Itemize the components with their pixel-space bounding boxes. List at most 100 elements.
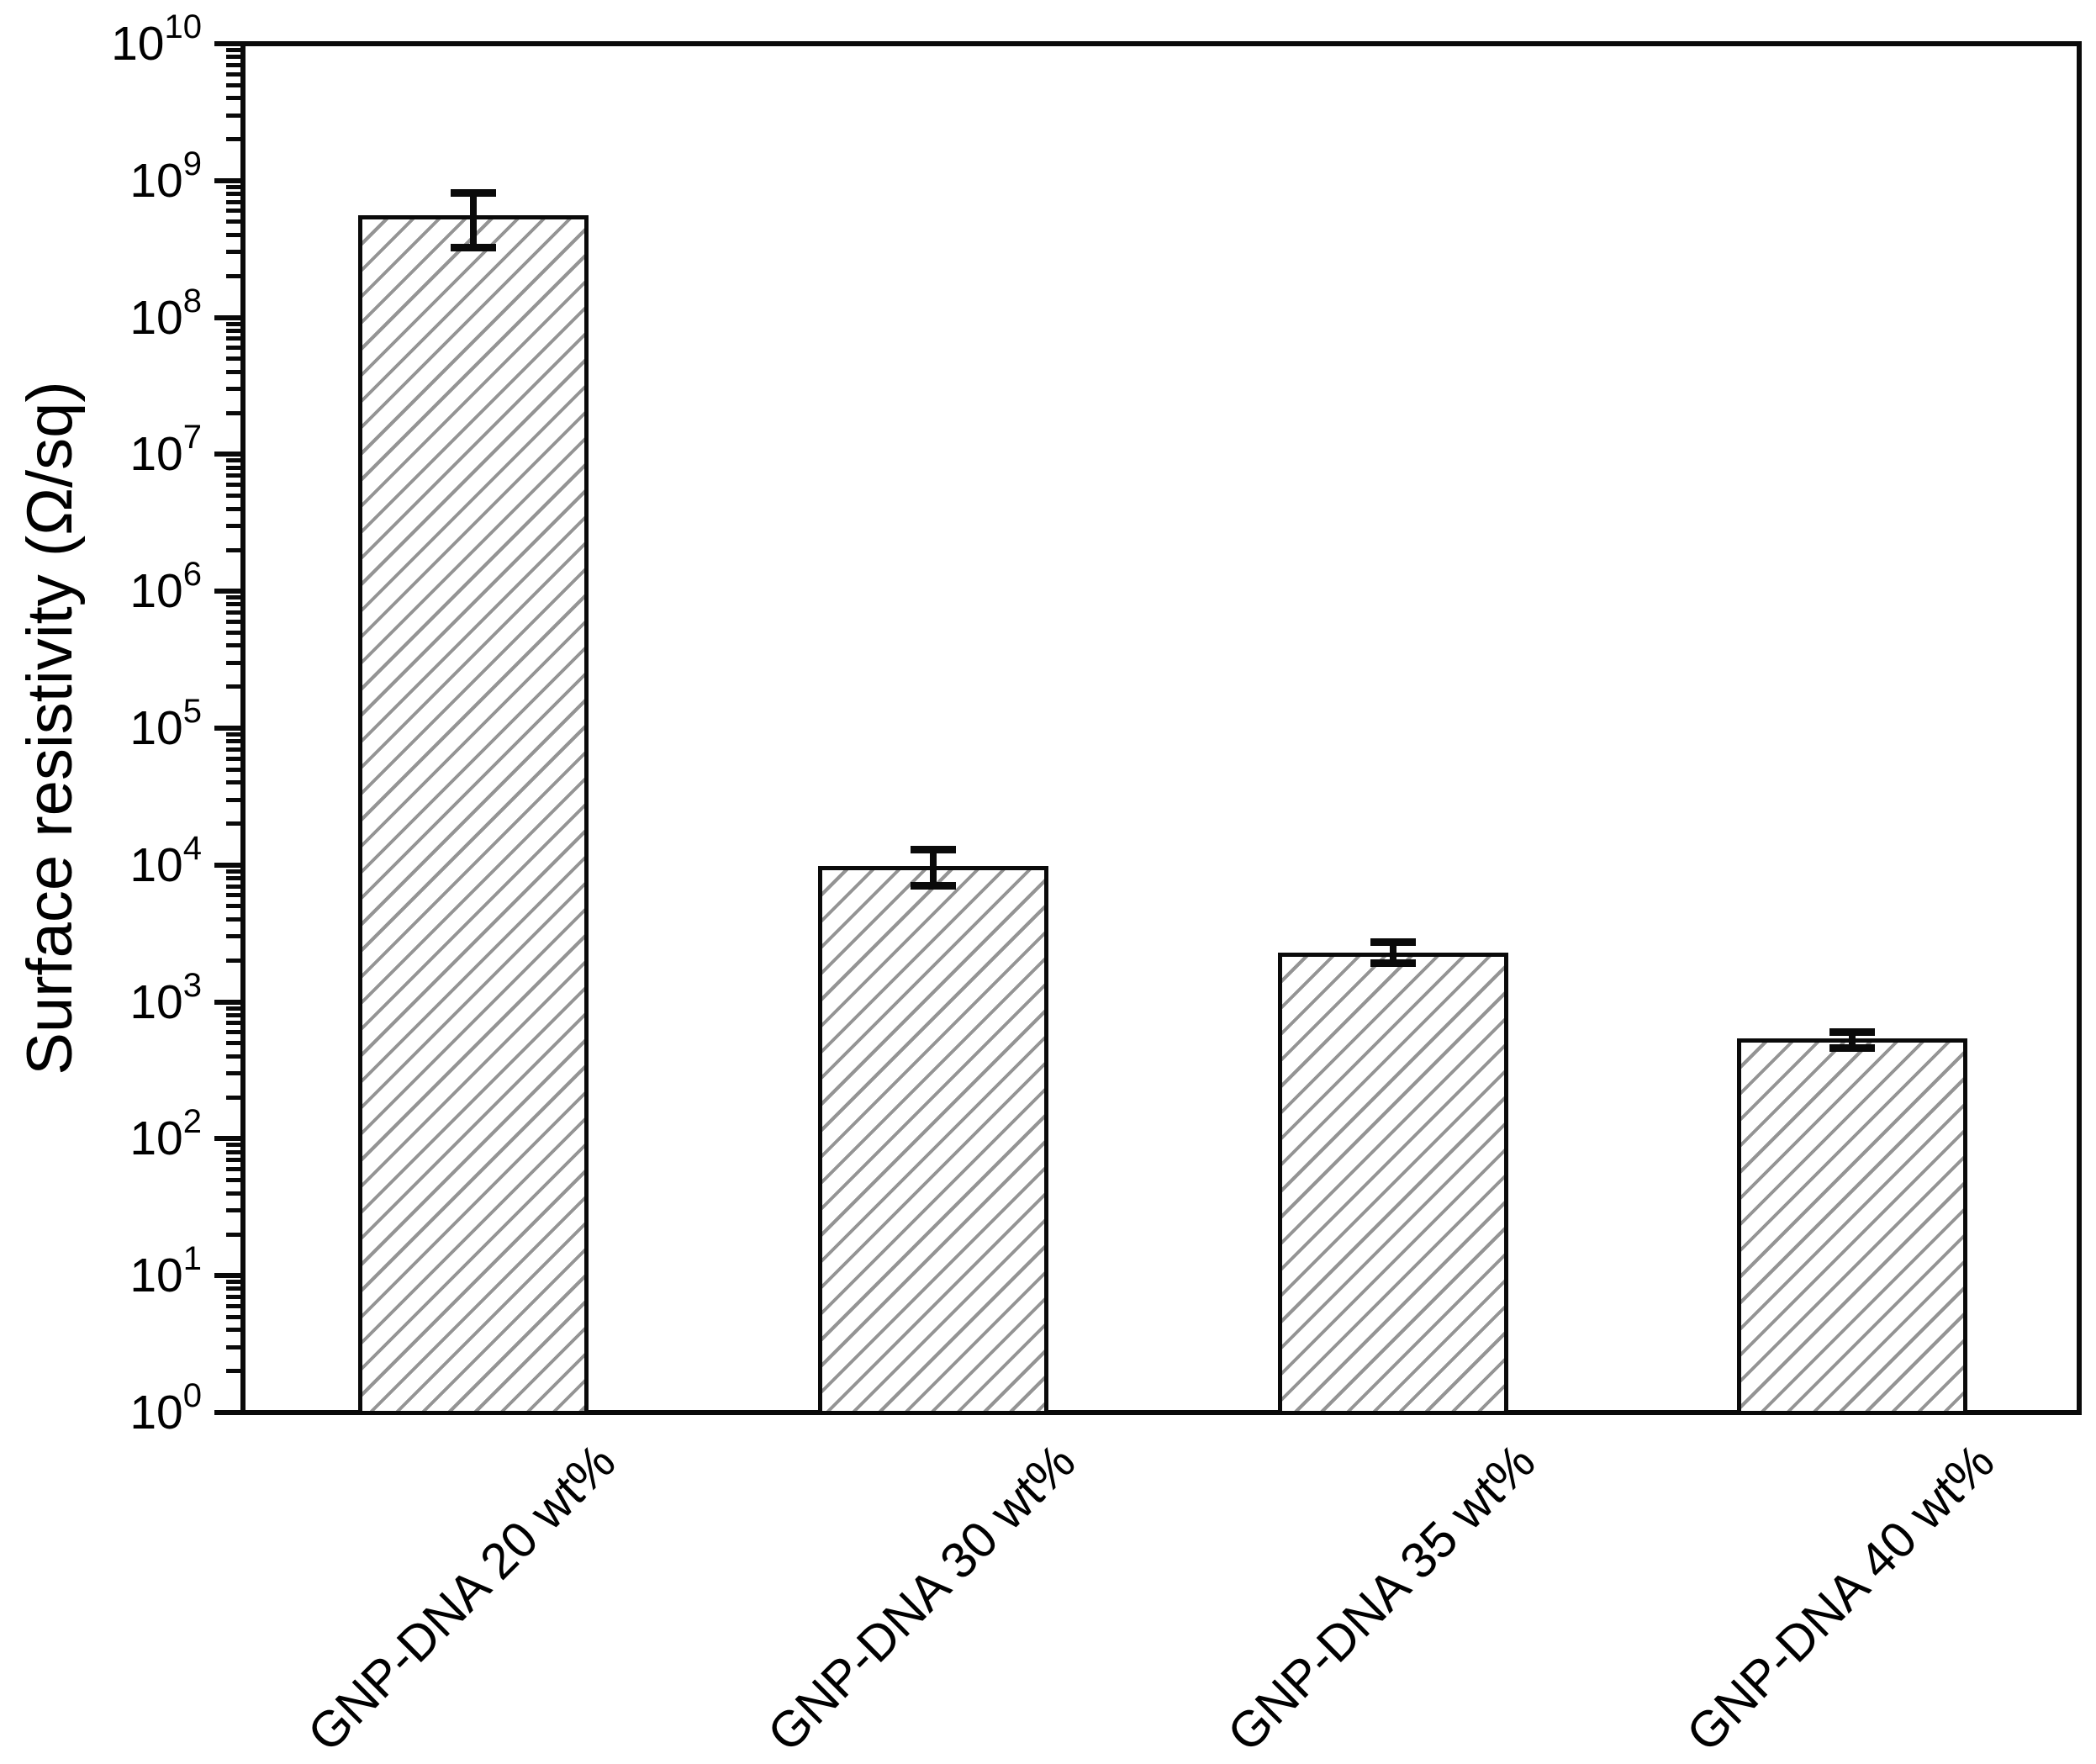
y-minor-tick (226, 917, 243, 922)
y-tick-exponent: 2 (182, 1103, 202, 1141)
bar (1278, 952, 1509, 1415)
y-minor-tick (226, 369, 243, 374)
y-minor-tick (226, 493, 243, 498)
bar (1737, 1038, 1968, 1415)
y-minor-tick (226, 47, 243, 52)
y-minor-tick (226, 410, 243, 415)
y-tick-label: 106 (129, 556, 202, 619)
y-minor-tick (226, 821, 243, 827)
y-tick-label: 104 (129, 829, 202, 892)
y-minor-tick (226, 1328, 243, 1333)
y-tick-exponent: 8 (182, 282, 202, 320)
y-minor-tick (226, 739, 243, 744)
y-minor-tick (226, 547, 243, 552)
y-major-tick (214, 999, 243, 1005)
y-minor-tick (226, 1149, 243, 1154)
y-minor-tick (226, 1006, 243, 1011)
y-minor-tick (226, 1041, 243, 1046)
y-minor-tick (226, 250, 243, 255)
y-tick-exponent: 6 (182, 556, 202, 594)
bar (357, 214, 589, 1415)
y-minor-tick (226, 1030, 243, 1035)
y-minor-tick (226, 1344, 243, 1349)
y-minor-tick (226, 747, 243, 752)
y-minor-tick (226, 1294, 243, 1299)
y-tick-label: 102 (129, 1103, 202, 1166)
y-tick-label: 108 (129, 282, 202, 345)
y-minor-tick (226, 876, 243, 881)
y-minor-tick (226, 199, 243, 204)
y-tick-exponent: 10 (164, 8, 203, 45)
y-minor-tick (226, 71, 243, 77)
y-minor-tick (226, 465, 243, 470)
y-major-tick (214, 1136, 243, 1142)
y-minor-tick (226, 602, 243, 607)
y-major-tick (214, 452, 243, 457)
y-minor-tick (226, 55, 243, 60)
y-minor-tick (226, 387, 243, 392)
y-minor-tick (226, 233, 243, 238)
y-minor-tick (226, 643, 243, 648)
y-minor-tick (226, 1314, 243, 1319)
y-minor-tick (226, 780, 243, 785)
y-tick-label: 107 (129, 419, 202, 482)
y-major-tick (214, 1410, 243, 1415)
y-minor-tick (226, 473, 243, 478)
y-minor-tick (226, 1177, 243, 1182)
y-minor-tick (226, 756, 243, 761)
y-minor-tick (226, 1208, 243, 1213)
x-tick-label: GNP-DNA 40 wt% (1676, 1433, 2005, 1762)
y-minor-tick (226, 356, 243, 362)
error-bar-line (1390, 942, 1397, 964)
y-major-tick (214, 726, 243, 731)
y-minor-tick (226, 731, 243, 737)
y-tick-label: 1010 (111, 8, 203, 71)
y-minor-tick (226, 506, 243, 511)
y-minor-tick (226, 1280, 243, 1285)
y-minor-tick (226, 1286, 243, 1291)
y-minor-tick (226, 184, 243, 189)
y-major-tick (214, 41, 243, 46)
y-minor-tick (226, 1158, 243, 1163)
y-minor-tick (226, 336, 243, 341)
error-bar-cap-top (450, 188, 496, 197)
y-minor-tick (226, 274, 243, 279)
y-minor-tick (226, 1232, 243, 1237)
y-minor-tick (226, 1071, 243, 1076)
y-minor-tick (226, 595, 243, 600)
y-minor-tick (226, 1021, 243, 1026)
y-minor-tick (226, 346, 243, 351)
y-minor-tick (226, 1095, 243, 1100)
y-minor-tick (226, 1191, 243, 1196)
y-minor-tick (226, 192, 243, 197)
y-minor-tick (226, 219, 243, 224)
y-minor-tick (226, 483, 243, 488)
y-minor-tick (226, 610, 243, 615)
y-minor-tick (226, 321, 243, 326)
y-minor-tick (226, 113, 243, 118)
y-minor-tick (226, 1369, 243, 1374)
error-bar-cap-top (1829, 1027, 1876, 1036)
error-bar-cap-bottom (1829, 1043, 1876, 1052)
x-tick-label: GNP-DNA 20 wt% (296, 1433, 626, 1762)
error-bar-line (1849, 1031, 1856, 1048)
y-minor-tick (226, 209, 243, 214)
y-minor-tick (226, 684, 243, 689)
y-minor-tick (226, 1167, 243, 1172)
y-tick-exponent: 0 (182, 1377, 202, 1414)
y-minor-tick (226, 1143, 243, 1148)
y-tick-exponent: 1 (182, 1240, 202, 1278)
y-minor-tick (226, 1303, 243, 1308)
y-minor-tick (226, 797, 243, 802)
y-minor-tick (226, 630, 243, 635)
error-bar-cap-top (910, 846, 956, 854)
y-tick-label: 103 (129, 966, 202, 1029)
y-tick-exponent: 4 (182, 829, 202, 867)
y-minor-tick (226, 328, 243, 333)
y-minor-tick (226, 884, 243, 889)
error-bar-cap-bottom (1370, 959, 1417, 968)
y-tick-exponent: 5 (182, 693, 202, 730)
y-tick-label: 105 (129, 693, 202, 755)
error-bar-cap-bottom (450, 244, 496, 252)
y-tick-label: 109 (129, 145, 202, 208)
